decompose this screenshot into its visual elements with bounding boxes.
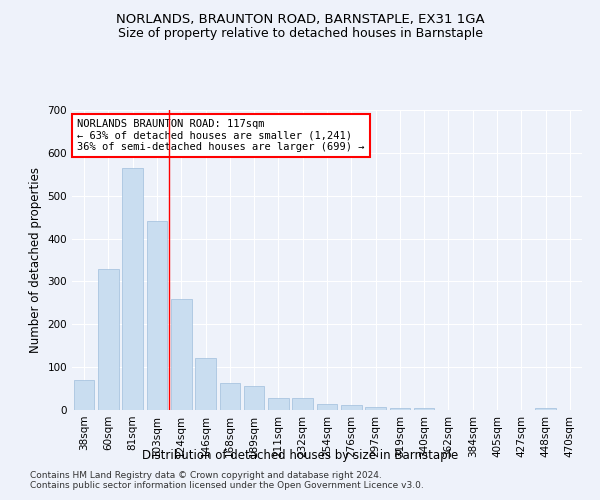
Bar [74, 380, 94, 410]
Bar [220, 383, 240, 410]
Bar [292, 398, 313, 410]
Bar [341, 405, 362, 410]
Bar [365, 406, 386, 410]
Text: Distribution of detached houses by size in Barnstaple: Distribution of detached houses by size … [142, 448, 458, 462]
Y-axis label: Number of detached properties: Number of detached properties [29, 167, 42, 353]
Bar [268, 398, 289, 410]
Bar [122, 168, 143, 410]
Bar [414, 408, 434, 410]
Bar [195, 358, 216, 410]
Text: NORLANDS, BRAUNTON ROAD, BARNSTAPLE, EX31 1GA: NORLANDS, BRAUNTON ROAD, BARNSTAPLE, EX3… [116, 12, 484, 26]
Text: Contains HM Land Registry data © Crown copyright and database right 2024.
Contai: Contains HM Land Registry data © Crown c… [30, 470, 424, 490]
Bar [317, 404, 337, 410]
Bar [535, 408, 556, 410]
Bar [244, 386, 265, 410]
Text: Size of property relative to detached houses in Barnstaple: Size of property relative to detached ho… [118, 28, 482, 40]
Bar [98, 268, 119, 410]
Text: NORLANDS BRAUNTON ROAD: 117sqm
← 63% of detached houses are smaller (1,241)
36% : NORLANDS BRAUNTON ROAD: 117sqm ← 63% of … [77, 119, 365, 152]
Bar [389, 408, 410, 410]
Bar [146, 222, 167, 410]
Bar [171, 300, 191, 410]
